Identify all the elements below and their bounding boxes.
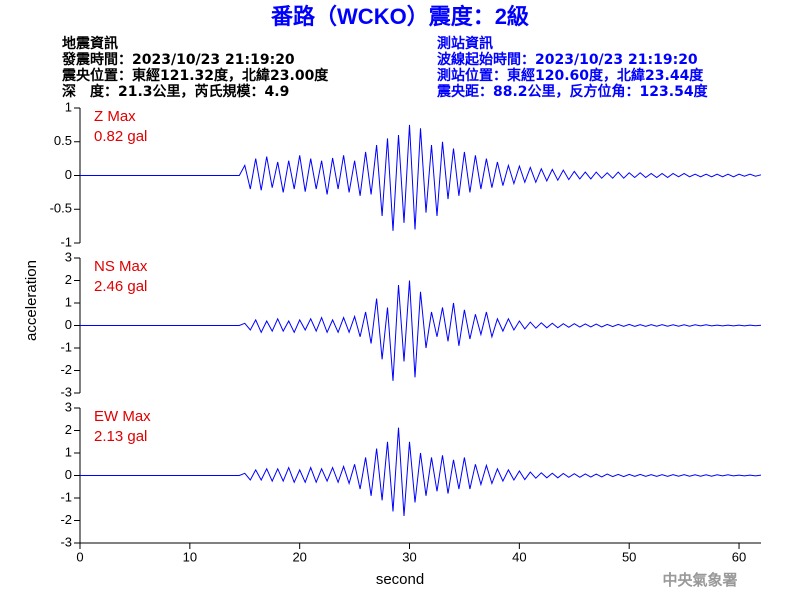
y-tick-label: -0.5 (50, 201, 72, 216)
trace-max: 2.46 gal (94, 278, 147, 295)
title: 番路（WCKO）震度：2級 (270, 4, 529, 29)
trace-label: NS Max (94, 258, 148, 275)
y-tick-label: -1 (60, 234, 72, 249)
waveform (80, 427, 762, 517)
y-tick-label: -2 (60, 512, 72, 527)
info-line: 測站位置：東經120.60度，北緯23.44度 (437, 67, 704, 84)
info-line: 震央位置：東經121.32度，北緯23.00度 (61, 67, 329, 84)
y-axis-label: acceleration (23, 260, 40, 341)
waveform (80, 280, 762, 381)
y-tick-label: -1 (60, 489, 72, 504)
info-line: 深 度：21.3公里，芮氏規模：4.9 (62, 83, 289, 100)
info-line: 波線起始時間：2023/10/23 21:19:20 (437, 51, 698, 68)
y-tick-label: 3 (65, 399, 72, 414)
footer: 中央氣象署 (662, 571, 737, 589)
event-info: 地震資訊 發震時間：2023/10/23 21:19:20 震央位置：東經121… (61, 35, 329, 100)
y-tick-label: 3 (65, 249, 72, 264)
y-tick-label: 0 (65, 167, 72, 182)
info-line: 發震時間：2023/10/23 21:19:20 (61, 51, 295, 68)
y-tick-label: 2 (65, 272, 72, 287)
y-tick-label: 1 (65, 294, 72, 309)
info-line: 測站資訊 (437, 35, 493, 52)
trace-max: 0.82 gal (94, 128, 147, 145)
y-tick-label: 1 (65, 99, 72, 114)
y-tick-label: -3 (60, 384, 72, 399)
y-tick-label: 0 (65, 317, 72, 332)
info-line: 地震資訊 (62, 35, 118, 52)
y-tick-label: 0.5 (54, 133, 72, 148)
station-info: 測站資訊 波線起始時間：2023/10/23 21:19:20 測站位置：東經1… (436, 35, 709, 100)
waveform (80, 124, 762, 231)
x-tick-label: 0 (76, 549, 83, 564)
trace-max: 2.13 gal (94, 428, 147, 445)
y-tick-label: 1 (65, 444, 72, 459)
y-tick-label: 0 (65, 467, 72, 482)
y-tick-label: 2 (65, 422, 72, 437)
y-tick-label: -3 (60, 534, 72, 549)
x-tick-label: 40 (512, 549, 526, 564)
trace-label: Z Max (94, 108, 136, 125)
x-tick-label: 10 (183, 549, 197, 564)
info-line: 震央距：88.2公里，反方位角：123.54度 (436, 83, 709, 100)
x-tick-label: 60 (732, 549, 746, 564)
x-tick-label: 20 (292, 549, 306, 564)
y-tick-label: -1 (60, 339, 72, 354)
x-tick-label: 30 (402, 549, 416, 564)
x-axis-label: second (376, 571, 424, 588)
y-tick-label: -2 (60, 362, 72, 377)
trace-label: EW Max (94, 408, 151, 425)
x-tick-label: 50 (622, 549, 636, 564)
